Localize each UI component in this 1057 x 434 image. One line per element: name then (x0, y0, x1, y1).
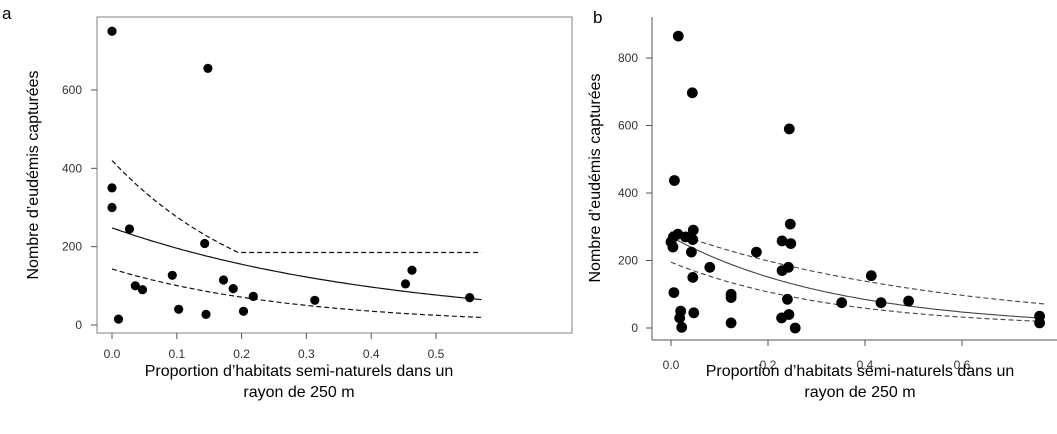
data-point (200, 238, 210, 249)
y-axis-label-a: Nombre d’eudémis capturées (25, 71, 42, 280)
x-tick-label: 0.1 (168, 347, 185, 361)
data-point (310, 295, 320, 305)
data-point (676, 321, 688, 333)
upper-ci-line (111, 160, 482, 254)
y-tick-label: 0 (75, 318, 82, 332)
data-point (686, 87, 698, 99)
data-point (248, 291, 258, 301)
x-axis-label-b-line2: rayon de 250 m (804, 384, 916, 401)
x-tick-label: 0.5 (428, 347, 445, 361)
data-point (107, 183, 117, 193)
panel-label-a: a (2, 4, 12, 23)
x-axis-label-b-line1: Proportion d’habitats semi-naturels dans… (705, 363, 1015, 380)
data-point (704, 261, 716, 273)
x-axis-label-a-line2: rayon de 250 m (243, 384, 355, 401)
data-point (785, 238, 797, 250)
data-point (137, 285, 148, 295)
plot-frame-a (96, 16, 573, 334)
data-point (687, 234, 699, 246)
y-tick-label: 200 (62, 240, 82, 254)
x-tick-label: 0.4 (363, 347, 380, 361)
y-axis-label-b: Nombre d’eudémis capturées (587, 74, 604, 283)
data-point (687, 272, 699, 283)
data-point (672, 30, 684, 42)
data-point (784, 218, 796, 230)
data-point (124, 224, 135, 234)
data-point (167, 270, 177, 280)
y-tick-label: 0 (631, 321, 638, 335)
data-point (669, 175, 680, 186)
data-point (238, 306, 249, 316)
data-point (776, 265, 788, 276)
x-tick-label: 0.2 (233, 347, 250, 361)
x-axis-label-a-line1: Proportion d’habitats semi-naturels dans… (144, 363, 454, 380)
data-point (674, 312, 686, 324)
data-point (218, 275, 229, 285)
data-point (668, 287, 680, 298)
y-tick-label: 600 (618, 119, 638, 133)
data-point (725, 292, 737, 303)
upper-ci-line (670, 231, 1045, 305)
data-point (836, 297, 848, 309)
data-point (203, 63, 213, 73)
data-point (776, 235, 788, 247)
data-point (688, 307, 700, 319)
data-point (875, 297, 887, 309)
data-point (465, 293, 475, 303)
x-axis-label-a: Proportion d’habitats semi-naturels dans… (84, 361, 514, 403)
data-point (686, 246, 697, 258)
data-point (1034, 317, 1045, 329)
data-point (776, 312, 787, 324)
x-tick-label: 0.6 (954, 358, 971, 372)
chart-panel-b: b Nombre d’eudémis capturées 0.0 0.2 0.4 0.… (587, 8, 1057, 372)
chart-panel-a: a Nombre d’eudémis capturées 0.0 0.1 0.2 0.… (2, 4, 573, 361)
data-point (130, 281, 140, 291)
data-point (865, 270, 877, 282)
y-tick-label: 200 (618, 254, 638, 268)
x-tick-label: 0.4 (857, 358, 874, 372)
x-tick-label: 0.3 (298, 347, 315, 361)
fitted-line (111, 227, 482, 301)
data-point (667, 241, 679, 253)
y-tick-label: 600 (62, 83, 82, 97)
data-point (107, 202, 117, 213)
data-point (903, 295, 914, 307)
data-point (407, 265, 417, 275)
data-point (228, 284, 238, 294)
lower-ci-line (111, 268, 482, 318)
x-tick-label: 0.2 (760, 358, 777, 372)
data-point (107, 26, 117, 36)
data-point (725, 317, 737, 329)
data-point (751, 246, 762, 258)
data-point (782, 293, 793, 305)
fitted-line (670, 236, 1045, 319)
x-axis-label-b: Proportion d’habitats semi-naturels dans… (660, 361, 1057, 403)
data-point (201, 309, 211, 319)
data-point (400, 279, 411, 289)
data-point (783, 123, 795, 135)
panel-label-b: b (593, 8, 602, 27)
data-point (113, 314, 124, 324)
data-point (687, 224, 699, 236)
x-tick-label: 0.0 (663, 358, 680, 372)
y-tick-label: 400 (618, 186, 638, 200)
x-tick-label: 0.0 (104, 347, 121, 361)
y-tick-label: 400 (62, 161, 82, 175)
lower-ci-line (670, 261, 1045, 323)
data-point (174, 304, 184, 314)
data-point (789, 322, 801, 334)
y-tick-label: 800 (618, 51, 638, 65)
